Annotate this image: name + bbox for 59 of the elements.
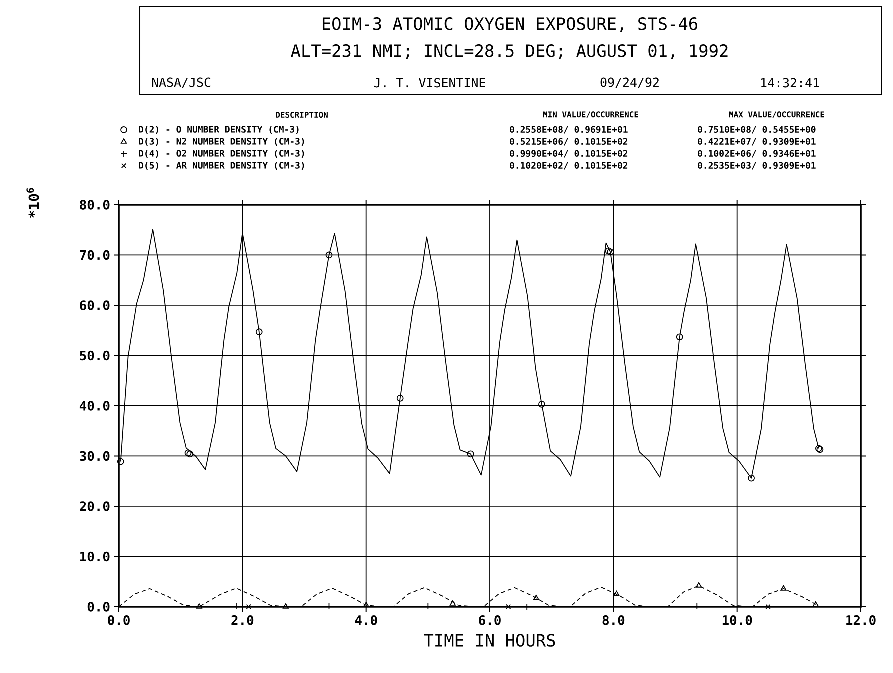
point xyxy=(326,252,333,259)
y-tick-label: 60.0 xyxy=(80,300,110,310)
text: NASA/JSC xyxy=(152,78,211,88)
point xyxy=(396,395,404,402)
point xyxy=(282,604,289,609)
legend-label: D(5) - AR NUMBER DENSITY (CM-3) xyxy=(139,162,304,170)
text: 09/24/92 xyxy=(600,78,659,88)
text: 0.7510E+08/ 0.5455E+00 xyxy=(698,126,816,134)
point xyxy=(780,585,787,591)
text: 14:32:41 xyxy=(762,78,820,88)
point xyxy=(696,582,702,588)
y-tick-label: 80.0 xyxy=(80,200,110,210)
legend-label: D(3) - N2 NUMBER DENSITY (CM-3) xyxy=(139,138,304,146)
y-tick-label: 70.0 xyxy=(80,250,110,260)
x-tick-label: 10.0 xyxy=(722,615,752,626)
text: 0.4221E+07/ 0.9309E+01 xyxy=(698,138,816,146)
point xyxy=(117,458,124,466)
point xyxy=(450,600,456,606)
y-tick-label: 50.0 xyxy=(80,350,110,361)
point xyxy=(748,474,756,482)
text: 0.1020E+02/ 0.1015E+02 xyxy=(510,162,628,170)
text: 0.1002E+06/ 0.9346E+01 xyxy=(698,150,816,158)
point xyxy=(538,401,546,408)
text: 0.2535E+03/ 0.9309E+01 xyxy=(698,162,816,170)
point xyxy=(607,248,614,256)
point xyxy=(605,248,612,255)
text: J. T. VISENTINE xyxy=(374,78,486,88)
point xyxy=(256,328,263,336)
legend-label: D(4) - O2 NUMBER DENSITY (CM-3) xyxy=(139,150,304,158)
x-tick-label: 2.0 xyxy=(232,615,254,626)
chart-subtitle: ALT=231 NMI; INCL=28.5 DEG; AUGUST 01, 1992 xyxy=(291,44,728,60)
point xyxy=(533,595,540,600)
point xyxy=(766,604,771,610)
point xyxy=(506,604,512,610)
text: 0.2558E+08/ 0.9691E+01 xyxy=(510,126,628,134)
y-axis-title: *10$^{6}$ xyxy=(26,188,40,218)
point xyxy=(676,334,684,341)
legend-label: D(2) - O NUMBER DENSITY (CM-3) xyxy=(139,126,299,134)
y-tick-label: 30.0 xyxy=(80,451,110,462)
y-tick-label: 0.0 xyxy=(88,602,110,612)
point xyxy=(467,450,474,458)
point xyxy=(186,450,194,458)
x-axis-title: TIME IN HOURS xyxy=(424,634,556,647)
point xyxy=(184,450,192,457)
y-tick-label: 40.0 xyxy=(80,401,110,411)
x-tick-label: 0.0 xyxy=(108,615,130,626)
point xyxy=(812,602,819,607)
point xyxy=(614,590,620,596)
text: 0.5215E+06/ 0.1015E+02 xyxy=(510,138,628,146)
y-tick-label: 10.0 xyxy=(80,552,110,562)
x-tick-label: 4.0 xyxy=(355,615,378,626)
x-tick-label: 6.0 xyxy=(479,615,501,626)
point xyxy=(196,604,202,609)
point xyxy=(246,604,252,610)
x-tick-label: 8.0 xyxy=(602,615,625,626)
y-tick-label: 20.0 xyxy=(80,502,110,512)
text: 0.9990E+04/ 0.1015E+02 xyxy=(510,150,628,158)
chart-title: EOIM-3 ATOMIC OXYGEN EXPOSURE, STS-46 xyxy=(322,18,698,32)
x-tick-label: 12.0 xyxy=(846,615,876,626)
